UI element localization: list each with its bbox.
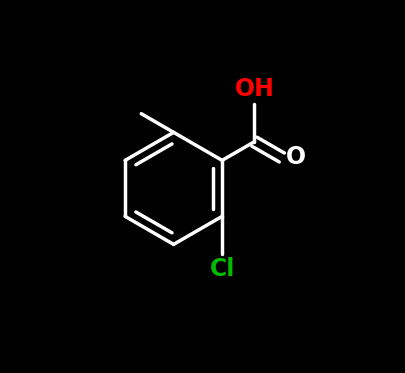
Text: OH: OH	[234, 78, 274, 101]
Text: O: O	[286, 145, 305, 169]
Text: Cl: Cl	[209, 257, 234, 280]
